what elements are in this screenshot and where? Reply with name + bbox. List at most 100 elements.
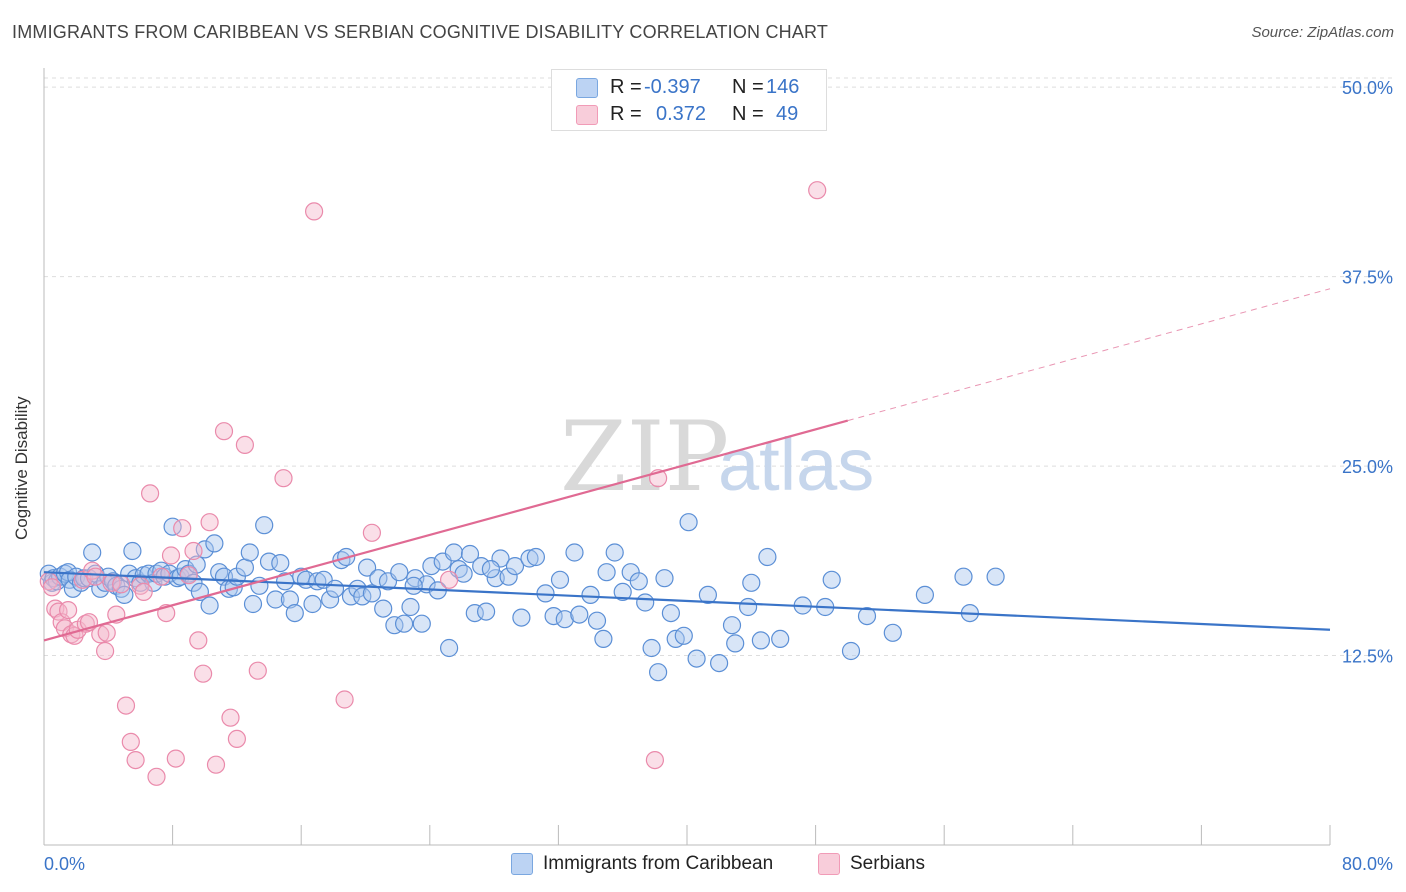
tick-labels: 12.5% 25.0% 37.5% 50.0% 0.0% 80.0% [44,78,1393,874]
data-point-caribbean [687,649,706,668]
data-point-caribbean [771,629,790,649]
data-point-caribbean [390,563,409,582]
data-point-serbians [227,729,246,749]
data-point-caribbean [401,597,420,617]
trend-line-serbians [847,288,1331,422]
data-point-caribbean [544,606,563,626]
y-tick-label: 12.5% [1342,647,1393,667]
data-point-serbians [440,570,459,589]
data-point-caribbean [477,602,496,621]
trend-line-serbians [43,419,849,642]
data-point-caribbean [841,641,861,661]
data-point-caribbean [915,585,935,605]
data-point-serbians [95,641,115,661]
r-label: R = [610,103,642,125]
data-point-caribbean [163,517,182,536]
y-tick-label: 50.0% [1342,78,1393,98]
data-point-caribbean [205,534,224,553]
y-tick-label: 25.0% [1342,457,1393,477]
series-serbians [39,181,827,786]
data-point-serbians [134,582,153,602]
data-point-caribbean [857,606,877,626]
source-label: Source: ZipAtlas.com [1251,24,1394,41]
data-point-caribbean [240,543,259,562]
legend-swatch-pink [818,853,840,875]
y-tick-label: 37.5% [1342,268,1393,288]
data-point-caribbean [698,585,718,605]
x-tick-label: 80.0% [1342,854,1393,874]
data-point-serbians [116,696,136,715]
data-point-serbians [214,422,234,441]
data-point-caribbean [395,614,414,633]
data-point-caribbean [243,594,263,614]
data-point-caribbean [374,599,393,618]
data-point-caribbean [404,576,423,595]
data-point-serbians [645,750,665,770]
data-point-caribbean [655,569,674,588]
data-point-serbians [141,484,160,503]
series-caribbean [39,513,1005,682]
r-label: R = [610,76,642,98]
n-value: 49 [776,103,799,125]
axes [43,68,1331,846]
data-point-serbians [206,755,226,774]
legend-label-caribbean: Immigrants from Caribbean [543,853,774,874]
data-point-serbians [305,202,324,221]
data-point-caribbean [605,543,624,562]
data-point-caribbean [460,544,480,564]
data-point-caribbean [642,638,661,658]
data-point-caribbean [280,590,299,609]
data-point-serbians [184,541,203,561]
data-point-caribbean [709,653,729,673]
data-point-serbians [808,181,827,200]
data-point-caribbean [422,556,441,576]
data-point-caribbean [235,558,254,577]
data-point-caribbean [674,626,693,645]
data-point-caribbean [751,631,771,650]
data-point-serbians [112,575,131,594]
r-value: -0.397 [644,76,701,98]
data-point-caribbean [200,596,219,615]
data-point-serbians [189,631,208,650]
watermark-zip: ZIP [560,401,729,513]
data-point-caribbean [613,582,632,602]
data-point-caribbean [325,579,345,598]
data-point-caribbean [266,590,285,609]
series-legend: Immigrants from Caribbean Serbians [0,852,1406,878]
n-label: N = [732,76,764,98]
data-point-serbians [248,661,267,680]
data-point-serbians [97,623,116,642]
data-point-caribbean [738,597,758,617]
data-point-caribbean [954,567,973,586]
data-point-caribbean [565,543,584,562]
data-point-serbians [126,750,145,770]
data-point-caribbean [581,585,600,605]
data-point-caribbean [570,605,589,624]
n-value: 146 [766,76,800,98]
data-point-caribbean [555,610,574,629]
watermark: ZIP atlas [560,401,874,513]
data-point-caribbean [822,570,841,589]
data-point-caribbean [726,634,745,653]
legend-swatch-blue [576,78,598,98]
data-point-serbians [166,749,185,768]
data-point-caribbean [481,559,500,579]
data-point-serbians [221,708,240,727]
data-point-caribbean [722,616,742,635]
chart-title: IMMIGRANTS FROM CARIBBEAN VS SERBIAN COG… [12,22,829,42]
data-point-caribbean [550,570,570,589]
data-point-caribbean [285,603,304,623]
data-point-caribbean [83,543,102,562]
data-point-caribbean [358,558,377,577]
data-point-serbians [161,546,181,565]
data-point-caribbean [303,594,322,614]
data-point-caribbean [986,567,1005,586]
data-point-serbians [362,523,381,542]
legend-swatch-pink [576,105,598,125]
legend-swatch-blue [511,853,533,875]
data-point-caribbean [505,556,525,576]
data-point-caribbean [444,543,463,562]
data-point-serbians [235,435,254,454]
data-point-caribbean [123,541,142,561]
watermark-atlas: atlas [718,423,874,506]
